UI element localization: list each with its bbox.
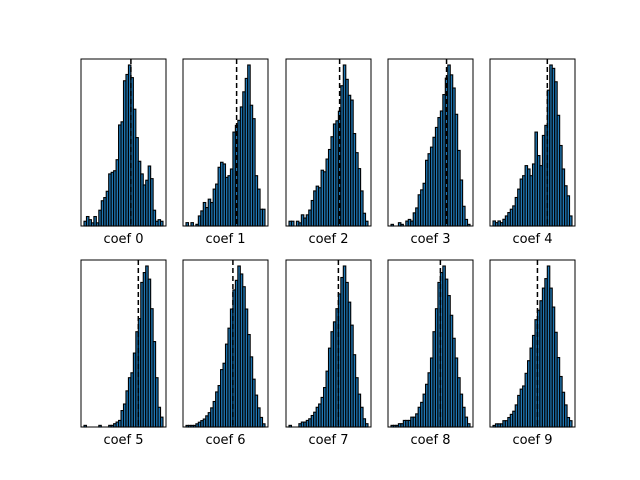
x-axis-label: coef 0 <box>103 232 143 247</box>
panel-frame <box>285 58 372 227</box>
panel-5: coef 5 <box>80 259 167 448</box>
panel-4: coef 4 <box>489 58 576 247</box>
panel-9: coef 9 <box>489 259 576 448</box>
x-axis-label: coef 8 <box>410 433 450 448</box>
panel-frame <box>80 259 167 428</box>
x-axis-label: coef 1 <box>205 232 245 247</box>
x-axis-label: coef 7 <box>308 433 348 448</box>
panel-frame <box>182 58 269 227</box>
panel-7: coef 7 <box>285 259 372 448</box>
panel-frame <box>489 58 576 227</box>
x-axis-label: coef 6 <box>205 433 245 448</box>
panels-group: coef 0 coef 1 coef 2 coef 3 coef 4 coef 5 coef… <box>80 58 576 448</box>
panel-frame <box>285 259 372 428</box>
histogram-bar <box>185 222 190 227</box>
panel-frame <box>182 259 269 428</box>
histogram-bar <box>290 220 295 227</box>
panel-frame <box>387 259 474 428</box>
histogram-bar <box>261 208 266 227</box>
histogram-bar <box>364 220 369 227</box>
panel-0: coef 0 <box>80 58 167 247</box>
x-axis-label: coef 2 <box>308 232 348 247</box>
histogram-bar <box>159 220 164 227</box>
x-axis-label: coef 9 <box>512 433 552 448</box>
x-axis-label: coef 4 <box>512 232 552 247</box>
histogram-bar <box>568 215 573 227</box>
panel-frame <box>489 259 576 428</box>
panel-2: coef 2 <box>285 58 372 247</box>
x-axis-label: coef 3 <box>410 232 450 247</box>
histogram-bar <box>159 416 164 428</box>
histogram-bar <box>568 420 573 428</box>
histogram-bar <box>190 222 194 227</box>
panel-frame <box>80 58 167 227</box>
panel-1: coef 1 <box>182 58 269 247</box>
x-axis-label: coef 5 <box>103 433 143 448</box>
panel-3: coef 3 <box>387 58 474 247</box>
panel-frame <box>387 58 474 227</box>
panel-8: coef 8 <box>387 259 474 448</box>
panel-6: coef 6 <box>182 259 269 448</box>
